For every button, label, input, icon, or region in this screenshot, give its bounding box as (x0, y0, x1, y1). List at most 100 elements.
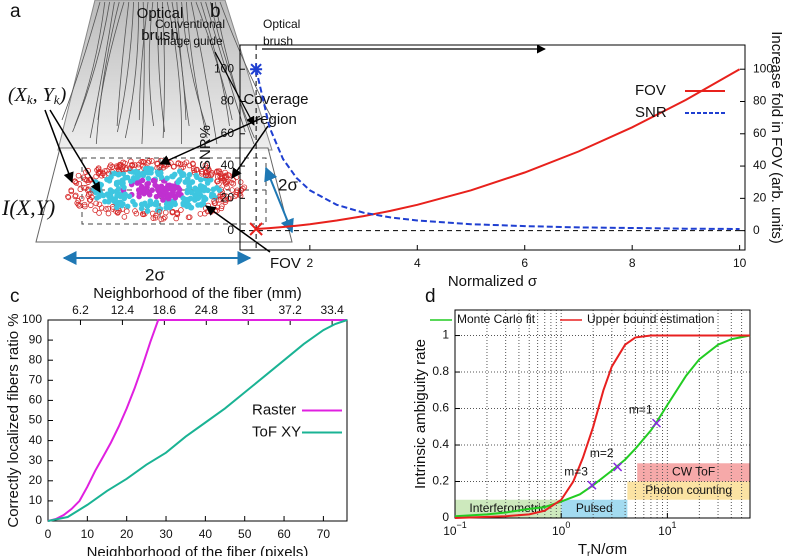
fiber-dot (120, 163, 127, 170)
x-tick-label: 2 (306, 256, 313, 270)
tick-label-exponent: −1 (457, 520, 467, 530)
fiber-dot (172, 201, 178, 208)
fiber-dot (189, 179, 196, 185)
fiber-dot (201, 194, 207, 201)
fiber-dot (208, 171, 215, 178)
fiber-dot (161, 214, 168, 221)
x2-tick-label: 37.2 (278, 303, 302, 317)
strand (205, 1, 246, 133)
series-line (454, 334, 751, 518)
fiber-dot (194, 189, 201, 195)
strand (162, 1, 165, 139)
fiber-dot (82, 203, 88, 210)
panel-c: c 0 10 20 30 40 50 60 70 80 90 100 0 10 20 30 40 50 60 70 6.… (5, 285, 348, 556)
tick-label-base: 10 (552, 524, 566, 538)
fiber-dot (120, 180, 126, 187)
x-tick-label: 10−1 (443, 520, 467, 538)
y-tick-label: 0.8 (432, 364, 449, 378)
arrow (231, 125, 269, 179)
x-tick-label: 40 (199, 527, 213, 541)
fiber-dot (233, 189, 240, 196)
fiber-dot (65, 193, 71, 200)
coverage-label: Coverage (243, 91, 308, 108)
strand (219, 1, 274, 121)
x2-tick-label: 6.2 (72, 303, 89, 317)
plot-frame (47, 319, 348, 522)
strand (116, 1, 134, 133)
fiber-dot (76, 203, 83, 209)
strand (181, 1, 209, 133)
fiber-dot (95, 169, 102, 176)
fov-label: FOV (270, 255, 301, 272)
annotation: Optical (263, 17, 300, 31)
y-tick-label: 60 (29, 393, 43, 407)
fiber-dot (191, 167, 197, 174)
fiber-dot (141, 190, 147, 197)
fiber-dot (138, 205, 145, 212)
fiber-dot (186, 171, 193, 178)
fiber-dots (65, 157, 248, 223)
fiber-dot (87, 202, 94, 209)
fiber-dot (223, 172, 229, 179)
panel-label: d (425, 286, 436, 307)
fiber-dot (96, 201, 103, 208)
x-tick-label: 70 (317, 527, 331, 541)
fiber-dot (93, 173, 99, 180)
y-tick-label: 80 (221, 94, 235, 108)
point-label: (Xk, Yk) (8, 84, 67, 107)
y-tick-label: 30 (29, 453, 43, 467)
fiber-dot (108, 174, 114, 180)
fiber-dot (106, 164, 113, 170)
fiber-dot (109, 164, 116, 170)
fiber-dot (153, 193, 160, 200)
arrow (44, 109, 74, 183)
strand (95, 1, 120, 145)
fiber-dot (145, 159, 151, 166)
fiber-dot (158, 174, 165, 181)
x-tick-label: 60 (277, 527, 291, 541)
height-arrow (264, 166, 294, 234)
arrow (159, 117, 263, 165)
point (613, 462, 623, 472)
fiber-dot (83, 185, 89, 191)
x-tick-label: 30 (159, 527, 173, 541)
y-tick-label: 20 (221, 191, 235, 205)
fiber-dot (188, 189, 195, 196)
x-tick-label: 10 (81, 527, 95, 541)
fiber-dot (130, 198, 136, 205)
fiber-dot (77, 186, 84, 193)
coverage-label: region (255, 111, 297, 128)
fiber-dot (124, 203, 131, 210)
fiber-dot (149, 187, 155, 194)
y-tick-label: 20 (29, 473, 43, 487)
region-label: Pulsed (576, 501, 613, 515)
y-tick-label: 1 (442, 328, 449, 342)
x-axis-label-part: T (578, 541, 587, 556)
fiber-dot (96, 168, 103, 175)
point-label: m=1 (629, 402, 653, 416)
fiber-dot (104, 176, 110, 183)
fiber-dot (88, 194, 95, 200)
strand (186, 1, 208, 139)
fiber-dot (111, 170, 118, 177)
tick-label-base: 10 (658, 524, 672, 538)
x2-tick-label: 31 (242, 303, 256, 317)
panel-label: b (210, 1, 221, 22)
fiber-dot (163, 189, 169, 196)
strand (72, 1, 110, 133)
x2-tick-label: 12.4 (111, 303, 135, 317)
brush-strands (61, 1, 274, 145)
fiber-dot (197, 211, 204, 217)
y-tick-label: 80 (29, 352, 43, 366)
y2-tick-label: 0 (753, 223, 760, 237)
fiber-dot (97, 181, 104, 188)
fiber-dot (181, 172, 187, 178)
fiber-dot (178, 161, 184, 168)
fiber-dot (172, 194, 179, 201)
y-axis-label: Correctly localized fibers ratio % (5, 313, 22, 527)
tick-label-exponent: 0 (565, 520, 570, 530)
point-label-part: ) (59, 84, 67, 106)
strand (190, 1, 218, 145)
fiber-dot (171, 171, 178, 178)
